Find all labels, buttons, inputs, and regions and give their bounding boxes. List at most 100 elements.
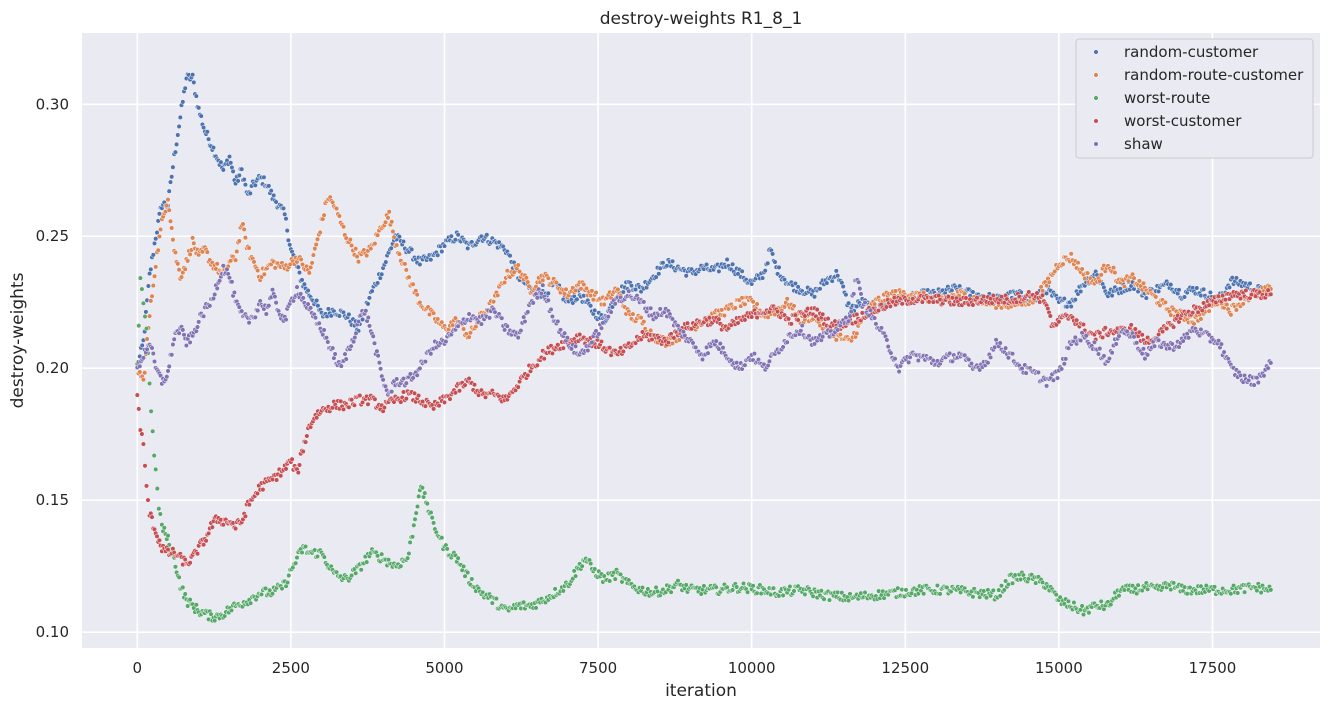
data-point <box>862 299 868 306</box>
data-point <box>422 403 428 409</box>
data-point <box>630 311 636 317</box>
data-point <box>414 503 421 510</box>
data-point <box>172 564 178 570</box>
data-point <box>416 393 422 399</box>
data-point <box>713 338 719 344</box>
data-point <box>534 362 540 368</box>
data-point <box>970 594 976 600</box>
data-point <box>212 291 218 298</box>
chart-title: destroy-weights R1_8_1 <box>600 9 803 29</box>
data-point <box>452 237 458 243</box>
data-point <box>717 341 723 347</box>
data-point <box>252 182 258 188</box>
data-point <box>1098 598 1104 604</box>
data-point <box>873 321 879 327</box>
data-point <box>151 240 158 246</box>
data-point <box>143 309 149 315</box>
y-tick-label: 0.25 <box>36 227 69 245</box>
data-point <box>140 377 146 383</box>
data-point <box>174 141 180 147</box>
data-point <box>300 448 306 455</box>
data-point <box>151 273 158 279</box>
data-point <box>1116 593 1122 599</box>
data-point <box>376 360 382 366</box>
data-point <box>136 406 142 412</box>
data-point <box>272 294 278 300</box>
data-point <box>396 251 402 257</box>
data-point <box>201 313 207 319</box>
data-point <box>821 596 827 602</box>
data-point <box>949 287 955 293</box>
data-point <box>303 543 309 550</box>
data-point <box>489 600 495 606</box>
data-point <box>750 583 756 589</box>
data-point <box>1110 265 1117 271</box>
data-point <box>417 261 423 268</box>
data-point <box>786 316 792 322</box>
data-point <box>204 129 210 135</box>
data-point <box>140 441 146 447</box>
data-point <box>398 563 404 569</box>
data-point <box>149 514 155 520</box>
data-point <box>493 596 499 602</box>
data-point <box>283 317 289 323</box>
data-point <box>795 284 801 290</box>
data-point <box>1201 286 1207 292</box>
data-point <box>1181 294 1188 300</box>
data-point <box>854 330 860 337</box>
data-point <box>364 559 370 565</box>
data-point <box>608 309 614 315</box>
data-point <box>997 593 1003 599</box>
data-point <box>856 279 862 285</box>
data-point <box>1061 361 1067 367</box>
data-point <box>182 266 188 272</box>
data-point <box>287 242 293 248</box>
data-point <box>549 313 555 320</box>
data-point <box>139 286 145 292</box>
data-point <box>321 212 327 218</box>
data-point <box>176 574 182 580</box>
data-point <box>669 340 676 346</box>
data-point <box>1226 284 1233 290</box>
data-point <box>791 303 797 309</box>
data-point <box>471 382 478 388</box>
data-point <box>988 354 994 360</box>
data-point <box>349 397 355 403</box>
data-point <box>1145 352 1151 358</box>
data-point <box>499 315 505 321</box>
data-point <box>466 375 472 382</box>
data-point <box>589 339 595 345</box>
data-point <box>620 348 626 355</box>
data-point <box>985 360 991 366</box>
data-point <box>443 339 449 345</box>
y-tick-label: 0.30 <box>36 95 69 113</box>
data-point <box>607 578 613 584</box>
data-point <box>1162 299 1168 305</box>
data-point <box>515 262 521 268</box>
data-point <box>792 312 798 318</box>
data-point <box>247 190 253 196</box>
data-point <box>439 319 445 325</box>
y-tick-label: 0.15 <box>36 491 69 509</box>
data-point <box>671 335 677 341</box>
data-point <box>321 327 327 333</box>
data-point <box>233 257 239 263</box>
x-axis-ticks: 0 2500 5000 7500 10000 12500 15000 17500 <box>133 659 1237 677</box>
data-point <box>461 563 467 569</box>
data-point <box>248 600 254 606</box>
data-point <box>1181 584 1188 590</box>
data-point <box>1059 366 1065 372</box>
data-point <box>523 275 529 281</box>
data-point <box>321 554 327 560</box>
data-point <box>1218 341 1224 347</box>
data-point <box>424 501 430 507</box>
data-point <box>193 602 199 608</box>
data-point <box>1268 587 1274 593</box>
data-point <box>888 350 894 356</box>
data-point <box>338 363 344 369</box>
data-point <box>1097 278 1103 284</box>
data-point <box>220 167 226 173</box>
data-point <box>504 323 510 329</box>
data-point <box>180 99 186 105</box>
data-point <box>1216 293 1222 299</box>
